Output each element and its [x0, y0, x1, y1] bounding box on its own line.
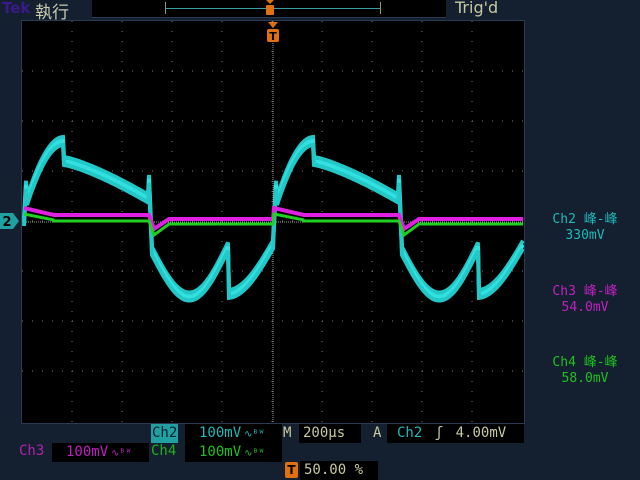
- bandwidth-limit-icon: ∿ᴮᵂ: [244, 448, 265, 459]
- ch2-scale-readout[interactable]: 100mV ∿ᴮᵂ: [185, 424, 282, 443]
- ch3-scale: 100mV: [66, 444, 109, 460]
- ch4-waveform: [23, 212, 523, 238]
- trigger-level: 4.00mV: [455, 425, 507, 441]
- trigger-source: Ch2: [397, 425, 423, 441]
- trigger-mode: A: [373, 425, 382, 441]
- svg-text:2: 2: [2, 215, 11, 229]
- ch2-waveform: [22, 142, 524, 303]
- waveform-graticule[interactable]: T: [21, 20, 525, 424]
- trigger-status: Trig'd: [455, 0, 499, 17]
- ch3-label[interactable]: Ch3: [19, 443, 45, 459]
- record-bar: [92, 0, 446, 18]
- measurement-ch2-pk-pk: Ch2 峰-峰 330mV: [530, 212, 640, 244]
- measurement-ch4-pk-pk: Ch4 峰-峰 58.0mV: [530, 355, 640, 387]
- trigger-position-icon: T: [285, 462, 298, 478]
- bandwidth-limit-icon: ∿ᴮᵂ: [244, 429, 265, 440]
- trigger-readout[interactable]: Ch2 ʃ 4.00mV: [387, 424, 524, 443]
- ch4-scale: 100mV: [199, 444, 242, 460]
- timebase-readout[interactable]: 200µs: [299, 424, 361, 443]
- ch2-label[interactable]: Ch2: [151, 424, 179, 443]
- ch2-scale: 100mV: [199, 425, 242, 441]
- timebase-label: M: [283, 425, 292, 441]
- measurement-ch3-pk-pk: Ch3 峰-峰 54.0mV: [530, 284, 640, 316]
- trigger-position-marker[interactable]: T: [266, 21, 280, 43]
- measurement-value: 58.0mV: [561, 371, 609, 386]
- ch2-ground-marker[interactable]: 2: [0, 213, 20, 229]
- measurement-title: Ch4 峰-峰: [552, 355, 618, 370]
- measurement-title: Ch3 峰-峰: [552, 284, 618, 299]
- trigger-position-readout[interactable]: 50.00 %: [300, 461, 378, 480]
- measurement-title: Ch2 峰-峰: [552, 212, 618, 227]
- brand-logo: Tek: [2, 0, 31, 17]
- run-state[interactable]: 執行: [35, 3, 69, 23]
- ch4-scale-readout[interactable]: 100mV ∿ᴮᵂ: [185, 443, 282, 462]
- ch3-scale-readout[interactable]: 100mV ∿ᴮᵂ: [52, 443, 149, 462]
- svg-text:T: T: [269, 30, 277, 43]
- bandwidth-limit-icon: ∿ᴮᵂ: [111, 448, 132, 459]
- ch4-label[interactable]: Ch4: [151, 443, 177, 459]
- measurement-value: 54.0mV: [561, 300, 609, 315]
- record-trigger-marker: [265, 0, 275, 16]
- measurement-value: 330mV: [565, 228, 605, 243]
- rising-edge-icon: ʃ: [434, 425, 444, 441]
